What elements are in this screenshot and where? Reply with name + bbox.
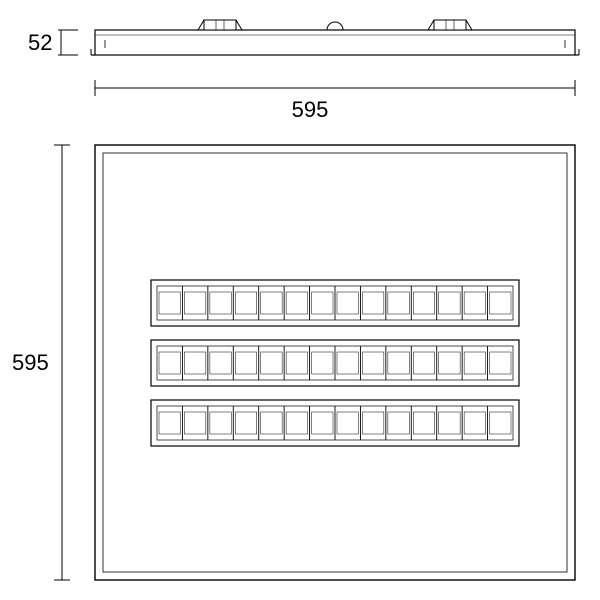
side-view (91, 20, 579, 55)
dimension-595-height (54, 145, 70, 580)
louver-row (151, 340, 519, 386)
dimension-595-width (95, 80, 575, 96)
dim-label-52: 52 (28, 30, 52, 55)
dim-label-595w: 595 (292, 97, 329, 122)
louver-row (151, 400, 519, 446)
louver-row (151, 280, 519, 326)
top-view (95, 145, 575, 580)
dimension-52 (58, 30, 78, 55)
dim-label-595h: 595 (12, 350, 49, 375)
technical-drawing: 52 595 595 (0, 0, 600, 600)
